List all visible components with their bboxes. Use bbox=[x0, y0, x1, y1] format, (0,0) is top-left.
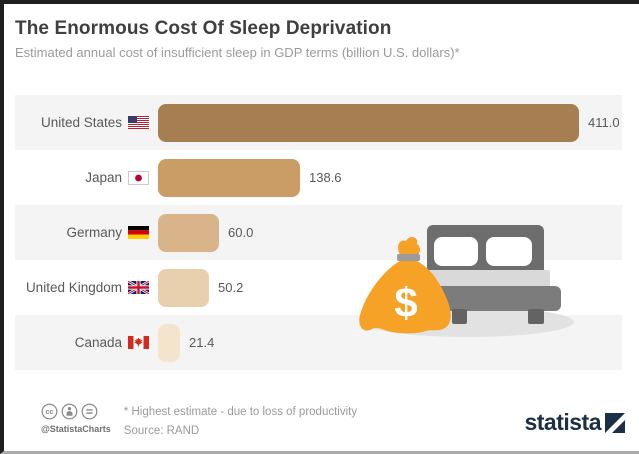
footnote-block: * Highest estimate - due to loss of prod… bbox=[124, 403, 357, 441]
country-label: Japan bbox=[85, 170, 122, 185]
cc-icon: cc bbox=[41, 403, 58, 420]
attribution-icon bbox=[61, 403, 78, 420]
flag-jp-icon bbox=[128, 170, 150, 185]
value-label: 21.4 bbox=[189, 335, 215, 350]
flag-us-icon bbox=[128, 116, 150, 130]
bed-base bbox=[424, 286, 561, 311]
pillow-right bbox=[486, 237, 532, 266]
country-label: United States bbox=[40, 115, 122, 130]
statista-logo-text: statista bbox=[524, 409, 601, 435]
license-block: cc @StatistaCharts bbox=[41, 403, 111, 434]
value-label: 411.0 bbox=[588, 115, 620, 130]
value-label: 60.0 bbox=[228, 225, 254, 240]
money-bag-tuft bbox=[398, 237, 421, 257]
statista-handle: @StatistaCharts bbox=[41, 424, 111, 434]
bar bbox=[158, 213, 219, 252]
value-label: 50.2 bbox=[218, 280, 244, 295]
bar-row-gb: United Kingdom 50.2 bbox=[15, 260, 622, 315]
footnote: * Highest estimate - due to loss of prod… bbox=[123, 406, 358, 418]
bar-row-us: United States 411.0 bbox=[15, 95, 622, 150]
bed-leg-right bbox=[528, 309, 544, 324]
money-bag-body bbox=[359, 261, 451, 334]
bar-rows: United States 411.0 Japan 138.6 Germany 60.0 U… bbox=[15, 95, 622, 370]
country-label: Germany bbox=[66, 225, 122, 240]
sleep-illustration: $ bbox=[359, 225, 574, 337]
page-title: The Enormous Cost Of Sleep Deprivation bbox=[15, 18, 392, 39]
page-subtitle: Estimated annual cost of insufficient sl… bbox=[15, 45, 460, 60]
value-label: 138.6 bbox=[309, 170, 342, 185]
bed-leg-left bbox=[452, 309, 467, 324]
bar-row-ca: Canada 21.4 bbox=[15, 315, 622, 370]
bar-row-jp: Japan 138.6 bbox=[15, 150, 622, 205]
pillow-left bbox=[434, 237, 478, 266]
country-label: Canada bbox=[74, 335, 122, 350]
flag-de-icon bbox=[128, 226, 150, 240]
bar-chart: United States 411.0 Japan 138.6 Germany 60.0 U… bbox=[15, 95, 622, 370]
chart-footer: cc @StatistaCharts * Highest estimate - … bbox=[4, 395, 639, 451]
bar bbox=[158, 268, 209, 307]
money-bag-tie bbox=[397, 254, 420, 261]
flag-ca-icon bbox=[128, 336, 150, 350]
license-badges: cc bbox=[41, 403, 111, 420]
chart-header: The Enormous Cost Of Sleep Deprivation E… bbox=[4, 4, 639, 95]
statista-logo: statista bbox=[524, 409, 625, 436]
bed-sheet bbox=[424, 270, 550, 287]
source: Source: RAND bbox=[123, 425, 200, 437]
dollar-sign: $ bbox=[394, 279, 417, 326]
bar bbox=[158, 323, 180, 362]
flag-gb-icon bbox=[128, 281, 150, 295]
bar bbox=[158, 158, 300, 197]
svg-text:cc: cc bbox=[45, 407, 53, 416]
statista-logo-icon bbox=[605, 412, 625, 433]
country-label: United Kingdom bbox=[25, 280, 122, 295]
equal-icon bbox=[81, 403, 98, 420]
bar bbox=[158, 103, 579, 142]
